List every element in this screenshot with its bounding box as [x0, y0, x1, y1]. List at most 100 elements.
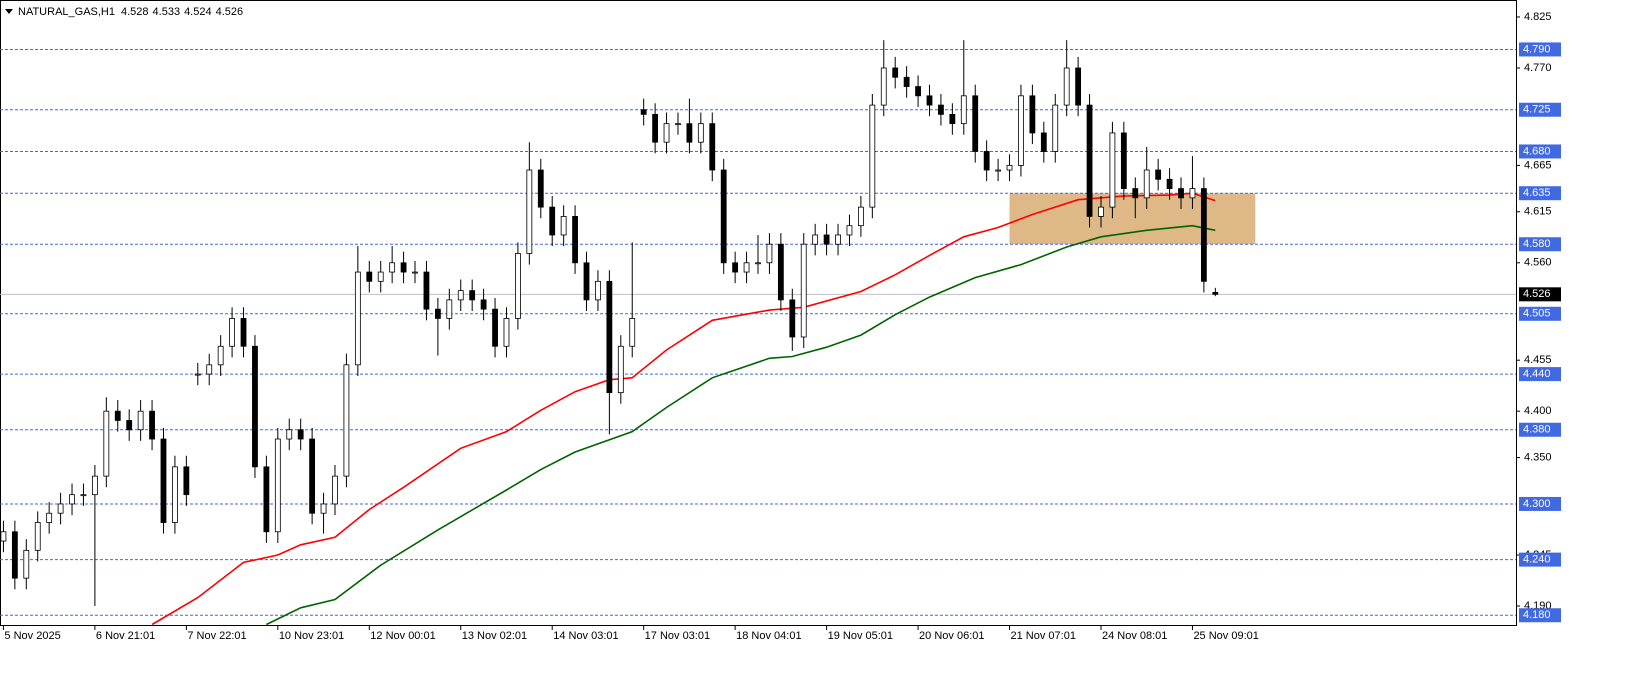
candle-body [743, 262, 750, 273]
candle-body [217, 345, 224, 366]
candle-body [1178, 188, 1184, 199]
candle-body [857, 206, 864, 227]
current-price-label: 4.526 [1523, 288, 1551, 300]
symbol: NATURAL_GAS,H1 [18, 6, 115, 18]
level-label: 4.240 [1523, 554, 1551, 566]
x-tick-label: 7 Nov 22:01 [187, 630, 246, 642]
candle-body [503, 318, 510, 347]
candle-body [400, 262, 407, 273]
candle-body [1109, 132, 1116, 208]
level-label: 4.300 [1523, 498, 1551, 510]
y-tick-label: 4.615 [1524, 206, 1552, 218]
candle-body [354, 271, 361, 366]
level-label-box [1519, 144, 1561, 159]
y-tick-label: 4.770 [1524, 62, 1552, 74]
candle-body [560, 216, 567, 236]
candle-body [137, 410, 144, 431]
candle-body [160, 438, 167, 523]
candle-body [1029, 95, 1036, 134]
candle-body [34, 522, 41, 551]
y-tick-label: 4.560 [1524, 257, 1552, 269]
candle-body [252, 345, 258, 468]
candle-body [149, 410, 155, 440]
level-label-box [1519, 102, 1561, 117]
candle-body [537, 169, 544, 208]
chart-header: NATURAL_GAS,H1 4.528 4.533 4.524 4.526 [18, 6, 243, 18]
level-label-box [1519, 237, 1561, 252]
x-tick-label: 19 Nov 05:01 [828, 630, 893, 642]
candle-body [663, 123, 670, 143]
x-tick-label: 18 Nov 04:01 [736, 630, 801, 642]
candle-body [46, 512, 53, 523]
candle-body [377, 271, 384, 282]
candle-body [640, 109, 647, 115]
candle-body [1189, 188, 1196, 199]
candle-body [835, 234, 841, 245]
candle-body [606, 280, 613, 394]
candle-body [732, 262, 739, 273]
level-label: 4.440 [1523, 368, 1551, 380]
candle-body [1040, 132, 1047, 152]
plot-frame [0, 0, 1517, 626]
candle-body [57, 503, 64, 514]
x-tick-label: 6 Nov 21:01 [96, 630, 155, 642]
level-label-box [1519, 306, 1561, 321]
menu-triangle[interactable] [5, 9, 13, 14]
level-label: 4.790 [1523, 43, 1551, 55]
candle-body [69, 494, 75, 505]
candle-body [274, 438, 281, 533]
y-tick-label: 4.825 [1524, 11, 1552, 23]
candle-body [1120, 132, 1127, 189]
candle-body [697, 123, 704, 143]
candle-body [240, 318, 247, 347]
y-tick-label: 4.665 [1524, 159, 1552, 171]
level-label-box [1519, 42, 1561, 57]
candle-body [1155, 169, 1162, 180]
y-tick-label: 4.350 [1524, 451, 1552, 463]
candle-body [1006, 164, 1013, 171]
x-tick-label: 21 Nov 07:01 [1011, 630, 1076, 642]
candle-body [823, 234, 830, 245]
candle-body [903, 76, 910, 87]
candle-body [1052, 104, 1059, 152]
candle-body [309, 438, 316, 514]
candle-body [972, 95, 979, 152]
candle-body [320, 503, 327, 514]
candle-body [686, 123, 693, 143]
level-label: 4.580 [1523, 238, 1551, 250]
level-label: 4.725 [1523, 104, 1551, 116]
candle-body [880, 67, 887, 106]
candle-body [469, 290, 476, 301]
candle-body [595, 280, 601, 301]
candle-body [583, 262, 590, 301]
candle-body [0, 531, 7, 542]
level-label-box [1519, 422, 1561, 437]
candle-body [1212, 292, 1219, 295]
x-tick-label: 10 Nov 23:01 [279, 630, 344, 642]
candle-body [926, 95, 933, 106]
candle-body [1200, 188, 1207, 282]
candle-body [720, 169, 727, 264]
candle-body [1075, 67, 1082, 106]
candle-body [263, 466, 270, 533]
candle-body [423, 271, 430, 310]
candle-body [709, 123, 716, 171]
candle-body [549, 206, 556, 236]
candle-body [286, 429, 293, 440]
candle-body [434, 308, 441, 319]
candle-body [23, 549, 30, 579]
candle-body [103, 410, 110, 477]
candle-body [652, 113, 659, 143]
quote-close: 4.526 [216, 6, 244, 18]
candle-body [1143, 169, 1150, 199]
candle-body [983, 151, 990, 171]
candle-body [915, 86, 921, 97]
price-zone [1009, 193, 1256, 245]
level-label-box [1519, 608, 1561, 623]
background-layer [0, 48, 1516, 616]
candle-body [297, 429, 304, 440]
moving-average-line [266, 224, 1216, 626]
candle-body [332, 475, 338, 505]
x-tick-label: 14 Nov 03:01 [553, 630, 618, 642]
candle-body [492, 308, 498, 347]
